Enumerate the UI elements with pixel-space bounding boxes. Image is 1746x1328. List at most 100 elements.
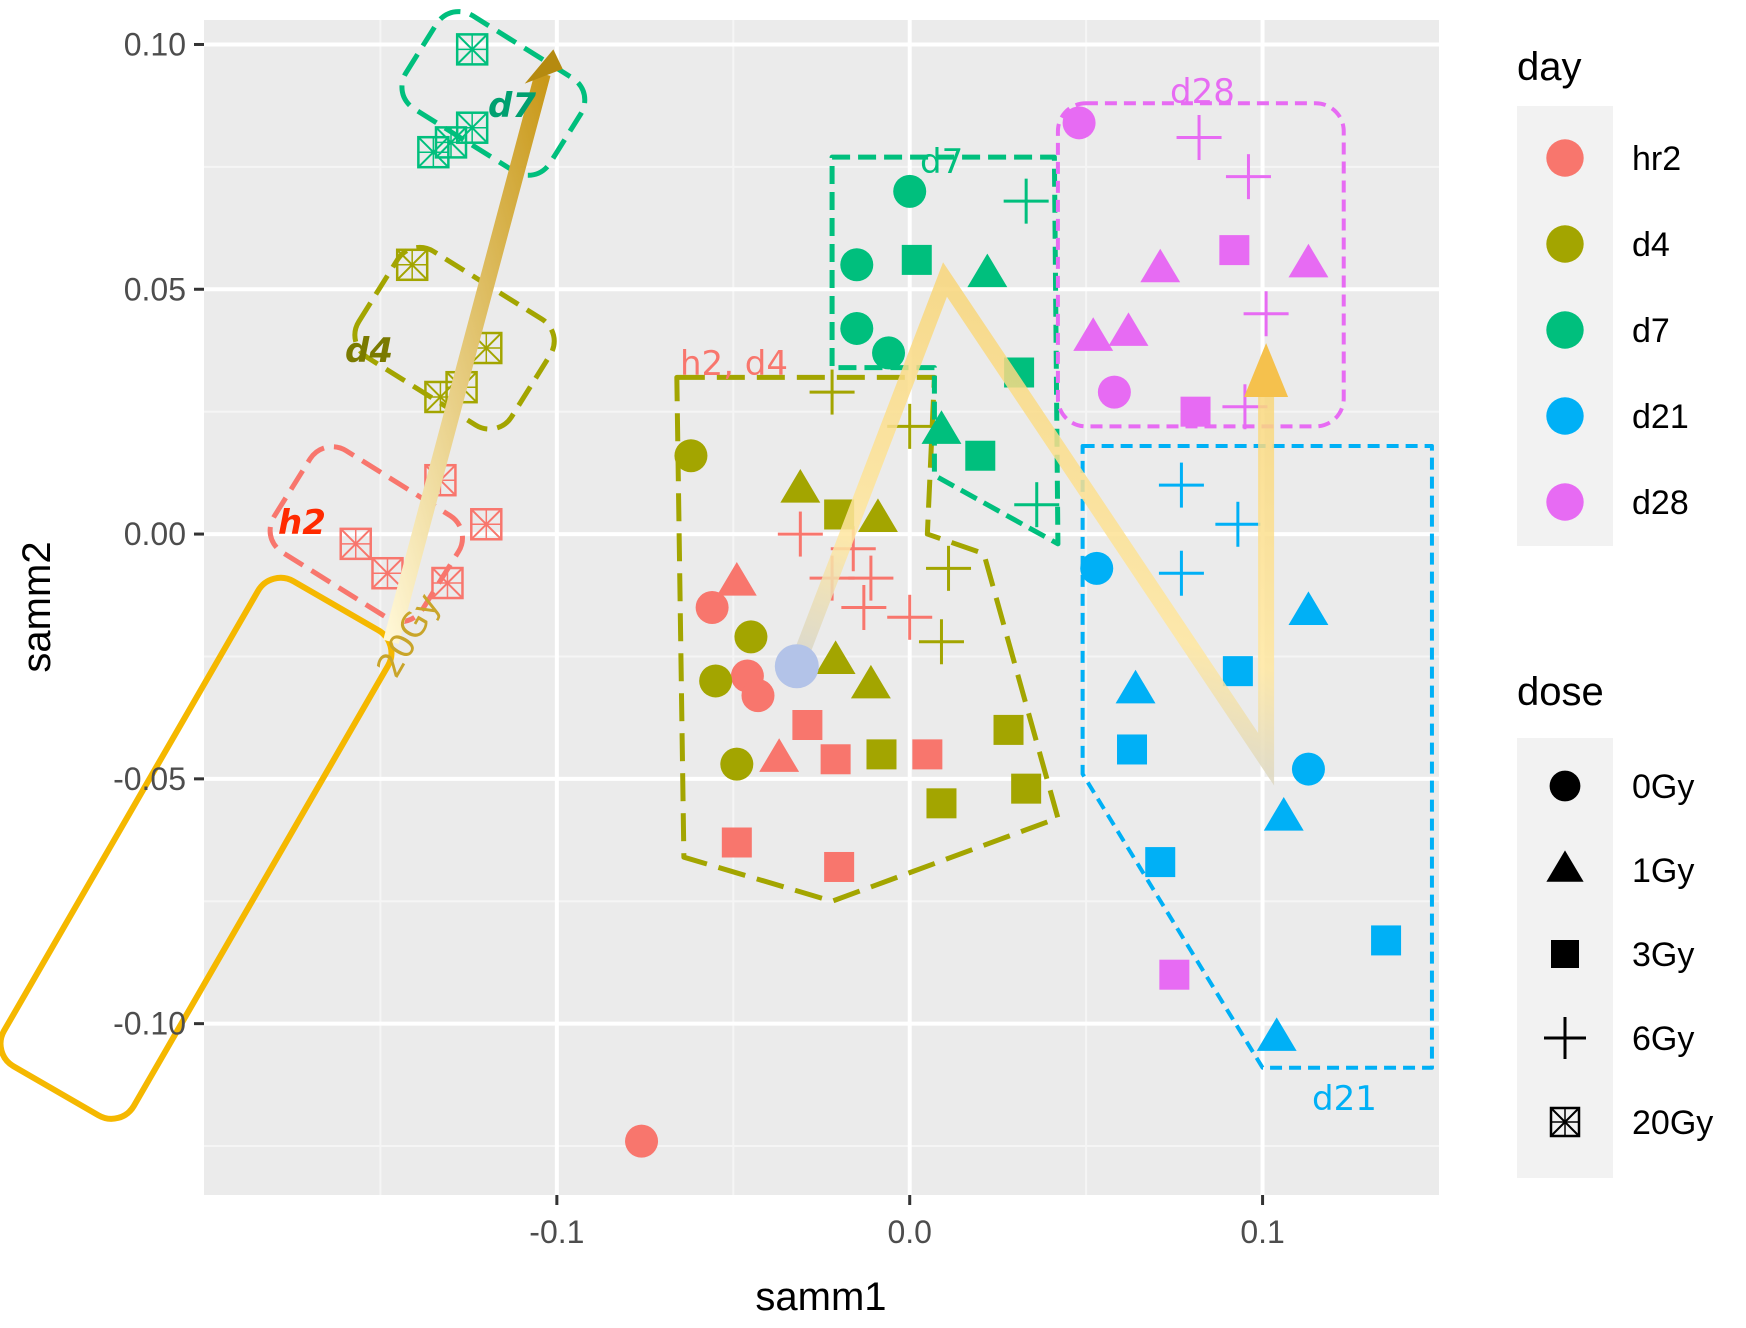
data-point (840, 311, 874, 345)
data-point (866, 739, 897, 770)
data-point (792, 710, 823, 740)
data-point (1011, 773, 1042, 804)
x-tick-label: 0.1 (1240, 1214, 1284, 1250)
legend-day-title: day (1517, 45, 1582, 89)
data-point (1115, 669, 1156, 704)
legend-dose-title: dose (1517, 670, 1604, 714)
data-point (1145, 847, 1176, 878)
data-point (1176, 115, 1222, 160)
data-point (1291, 752, 1325, 786)
data-point (695, 591, 729, 624)
legend-day-key (1546, 225, 1584, 263)
y-tick-label: 0.10 (124, 26, 186, 62)
y-axis-title: samm2 (15, 541, 59, 672)
y-tick-label: 0.05 (124, 271, 186, 307)
legend-day: day hr2 d4 d7 d21 d28 (1517, 45, 1689, 546)
legend-dose-key (1546, 850, 1584, 882)
data-point (848, 555, 894, 601)
data-point (809, 369, 855, 415)
data-point (1073, 317, 1114, 351)
data-point (417, 135, 450, 169)
data-point (1108, 312, 1149, 346)
legend-dose-label: 3Gy (1632, 936, 1694, 974)
data-point (1158, 550, 1204, 596)
data-point (455, 111, 489, 144)
x-tick-label: -0.1 (529, 1214, 584, 1250)
legend-dose: dose 0Gy 1Gy 3Gy 6Gy 20Gy (1517, 670, 1713, 1178)
data-point (1222, 656, 1253, 687)
inset-label-h2: h2 (278, 503, 326, 543)
data-point (734, 620, 768, 654)
x-axis-title: samm1 (755, 1275, 886, 1319)
data-point (1159, 959, 1190, 990)
data-point (967, 253, 1008, 288)
legend-day-label: d28 (1632, 484, 1689, 522)
data-point (858, 498, 898, 532)
data-point (741, 679, 775, 713)
legend-day-key (1546, 139, 1584, 177)
legend-dose-label: 0Gy (1632, 768, 1694, 806)
y-tick-label: -0.10 (113, 1006, 186, 1042)
dose-arrow (383, 71, 551, 644)
trajectory-start-dot (774, 644, 819, 689)
legend-dose-key (1549, 770, 1581, 802)
trajectory-overlays (383, 49, 1289, 786)
legend-dose-label: 6Gy (1632, 1020, 1694, 1058)
data-point (1263, 797, 1304, 831)
data-point (1158, 462, 1204, 508)
data-point (1180, 396, 1211, 427)
y-tick-label: -0.05 (113, 761, 186, 797)
legend-day-label: hr2 (1632, 140, 1681, 178)
data-point (625, 1124, 659, 1158)
data-point (901, 244, 932, 275)
data-point (850, 664, 891, 699)
data-point (395, 248, 429, 282)
data-point (926, 788, 957, 819)
data-point (926, 545, 972, 591)
data-point (893, 174, 927, 208)
inset-label-d4: d4 (345, 331, 393, 371)
data-point (777, 511, 823, 557)
data-point (1288, 591, 1329, 625)
data-point (912, 739, 943, 770)
data-point (1225, 154, 1271, 200)
data-point (1097, 375, 1131, 409)
data-point (716, 562, 757, 596)
data-point (699, 664, 733, 698)
data-point (993, 714, 1024, 745)
data-point (1014, 482, 1060, 528)
trajectory-path (789, 262, 1275, 786)
data-point (1288, 243, 1329, 278)
y-tick-label: 0.00 (124, 516, 186, 552)
legend-day-key (1546, 397, 1584, 435)
data-point (1140, 248, 1181, 283)
data-point (1117, 734, 1148, 765)
dose-arrowhead (524, 49, 563, 84)
legend-dose-key (1549, 1106, 1581, 1138)
data-point (339, 527, 372, 561)
legend-dose-key (1551, 940, 1579, 968)
data-point (921, 410, 962, 444)
data-point (824, 851, 855, 882)
legend-day-key (1546, 311, 1584, 349)
data-point (1219, 235, 1250, 266)
data-point (1003, 178, 1049, 224)
data-point (470, 508, 503, 541)
data-point (431, 566, 464, 600)
data-point (872, 336, 906, 370)
data-point (1243, 291, 1289, 337)
legend-dose-key (1544, 1017, 1586, 1059)
data-point (780, 469, 821, 503)
axes: -0.1 0.0 0.1 -0.10 -0.05 0.00 0.05 0.10 (113, 26, 1285, 1250)
legend-day-label: d4 (1632, 226, 1670, 264)
legend-day-label: d21 (1632, 398, 1689, 436)
x-tick-label: 0.0 (887, 1214, 931, 1250)
data-point (1062, 106, 1096, 140)
legend-day-key (1546, 483, 1584, 521)
data-point (841, 585, 887, 630)
data-point (759, 738, 800, 772)
trajectory-arrowhead (1244, 343, 1289, 397)
annotation-h2-d4: h2, d4 (680, 344, 788, 384)
annotation-d7: d7 (920, 142, 963, 182)
